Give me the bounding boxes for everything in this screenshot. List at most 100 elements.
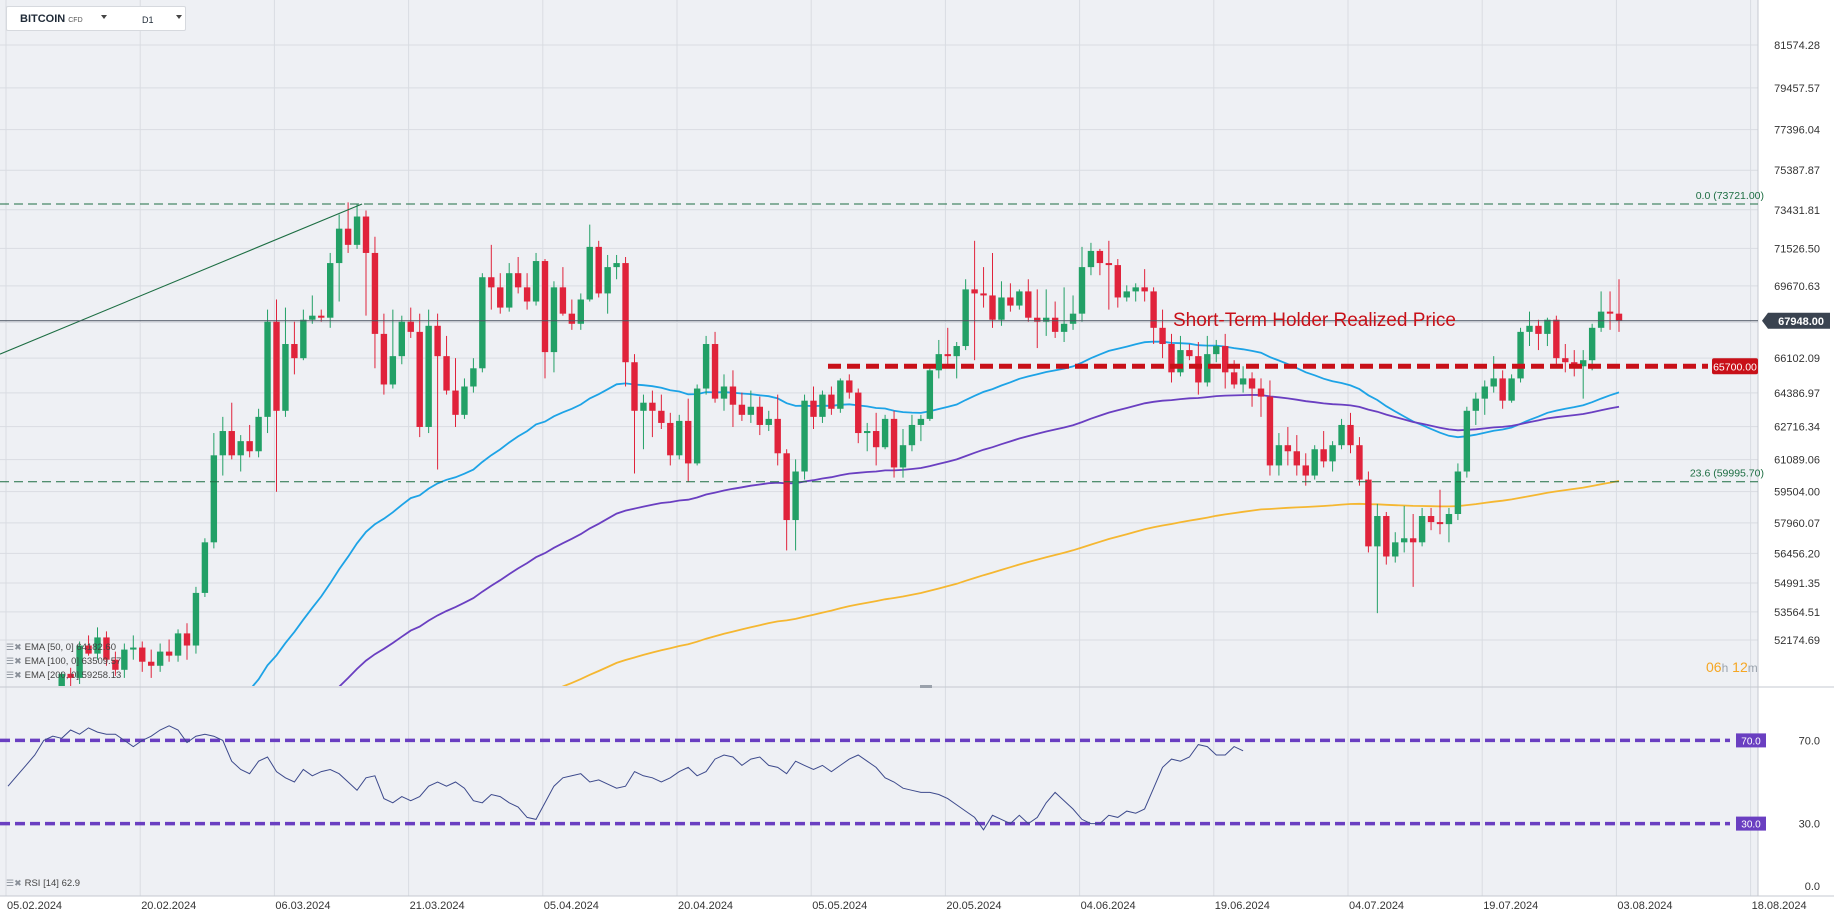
legend-rsi[interactable]: ☰✖ RSI [14] 62.9: [6, 878, 80, 889]
candle: [309, 295, 316, 324]
candle: [1365, 471, 1372, 553]
candle-body: [1606, 311, 1614, 314]
candle-body: [1392, 542, 1399, 557]
price-tick-label: 73431.81: [1774, 205, 1820, 217]
candle: [702, 335, 710, 395]
candle-body: [1588, 327, 1596, 361]
candle-body: [1338, 424, 1345, 446]
candle-body: [1427, 516, 1435, 523]
candle-body: [470, 368, 477, 387]
candle: [94, 627, 101, 660]
candle: [935, 339, 942, 379]
candle-body: [693, 388, 701, 464]
candle: [1105, 240, 1113, 310]
candle: [148, 649, 155, 678]
candle-body: [1239, 378, 1247, 385]
candle: [452, 358, 459, 427]
candle: [1490, 356, 1497, 393]
candle: [846, 374, 853, 399]
candle: [1374, 503, 1381, 614]
candle-body: [1481, 386, 1488, 399]
candle: [1588, 323, 1596, 371]
candle: [792, 459, 799, 551]
candle: [622, 256, 629, 387]
timeframe-dropdown-icon[interactable]: [176, 15, 182, 19]
candle-body: [1472, 398, 1479, 411]
candle-body: [595, 246, 602, 294]
candle: [837, 378, 844, 413]
candle-body: [1365, 479, 1372, 547]
instrument-selector[interactable]: BITCOIN CFD D1: [6, 6, 186, 31]
candle-body: [1177, 350, 1184, 373]
date-tick-label: 04.07.2024: [1349, 900, 1404, 912]
candle: [1553, 315, 1560, 367]
candle: [273, 299, 280, 492]
date-tick-label: 05.02.2024: [7, 900, 62, 912]
candle-body: [1418, 516, 1426, 543]
settings-remove-icon[interactable]: ☰✖: [6, 878, 22, 888]
candle: [103, 631, 110, 666]
rsi-level-label: 30.0: [1741, 820, 1761, 831]
candle-body: [112, 659, 119, 670]
legend-ema200[interactable]: ☰✖ EMA [200, 0] 59258.13: [6, 670, 121, 681]
candle-body: [58, 673, 65, 686]
candle: [1043, 289, 1050, 336]
candle-body: [1132, 287, 1139, 292]
price-tick-label: 69670.63: [1774, 281, 1820, 293]
candle-body: [622, 263, 629, 363]
candle: [559, 267, 567, 316]
candle-body: [1409, 538, 1417, 543]
candle-body: [1293, 451, 1300, 466]
candle: [514, 256, 522, 294]
symbol-sub-label: CFD: [68, 17, 83, 24]
candle: [291, 321, 298, 375]
candle-body: [783, 453, 790, 521]
candle-body: [604, 267, 611, 294]
candle: [864, 422, 871, 452]
candle: [479, 273, 486, 373]
candle-body: [890, 418, 898, 468]
candle-body: [935, 354, 942, 371]
candle: [1472, 392, 1479, 425]
candle-body: [452, 390, 459, 415]
support-price-badge: [1712, 358, 1758, 375]
candle-body: [899, 445, 907, 468]
candle-body: [810, 400, 817, 417]
pane-resize-handle[interactable]: [920, 685, 932, 688]
axes: 81574.28 79457.57 77396.04 75387.87 73431.81…: [7, 40, 1830, 912]
candle-body: [1383, 516, 1390, 557]
legend-ema100[interactable]: ☰✖ EMA [100, 0] 63509.57: [6, 656, 121, 667]
candle-body: [514, 273, 522, 288]
date-tick-label: 18.08.2024: [1752, 900, 1807, 912]
symbol-dropdown-icon[interactable]: [101, 15, 107, 19]
candle-body: [1356, 445, 1363, 480]
candle: [1409, 513, 1417, 587]
candle: [729, 370, 737, 427]
date-tick-label: 19.07.2024: [1483, 900, 1538, 912]
candle: [1222, 333, 1229, 389]
candle-body: [667, 422, 674, 456]
candle-body: [837, 380, 844, 409]
settings-remove-icon[interactable]: ☰✖: [6, 642, 22, 652]
legend-ema50[interactable]: ☰✖ EMA [50, 0] 64182.60: [6, 642, 116, 653]
trend-line[interactable]: [0, 203, 363, 355]
candle-body: [1087, 250, 1095, 268]
candle: [1481, 380, 1488, 415]
candle-body: [568, 313, 576, 324]
candle: [1239, 366, 1247, 393]
candle-body: [1150, 291, 1157, 328]
settings-remove-icon[interactable]: ☰✖: [6, 656, 22, 666]
candle: [819, 390, 826, 423]
settings-remove-icon[interactable]: ☰✖: [6, 670, 22, 680]
candle: [210, 433, 218, 549]
timeframe-label[interactable]: D1: [142, 15, 154, 25]
candle: [971, 240, 978, 361]
candle-body: [246, 441, 253, 452]
candle: [765, 410, 772, 432]
rsi-tick-label: 70.0: [1799, 735, 1820, 747]
candle-body: [1275, 445, 1283, 466]
symbol-label[interactable]: BITCOIN CFD: [20, 13, 83, 25]
candle-body: [335, 228, 343, 264]
